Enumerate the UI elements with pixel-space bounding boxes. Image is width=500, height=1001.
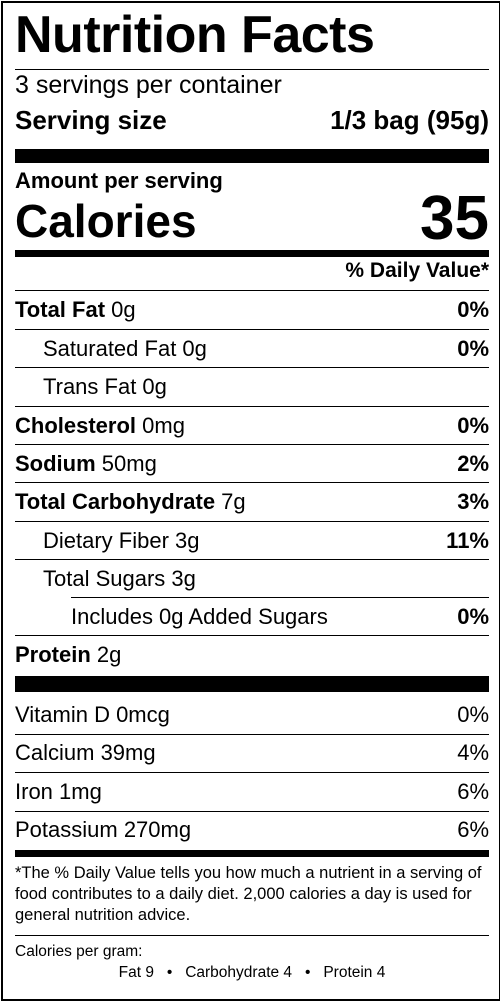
divider bbox=[15, 521, 489, 522]
vitamin-name: Potassium 270mg bbox=[15, 817, 192, 842]
vitamin-row-vitamin-d: Vitamin D 0mcg 0% bbox=[15, 696, 489, 734]
nutrient-amount: 0g bbox=[105, 297, 136, 322]
nutrient-dv: 2% bbox=[457, 451, 489, 476]
nutrient-row-dietary-fiber: Dietary Fiber 3g 11% bbox=[15, 522, 489, 560]
nutrient-dv: 0% bbox=[457, 336, 489, 361]
daily-value-header: % Daily Value* bbox=[345, 259, 489, 282]
nutrient-name: Trans Fat 0g bbox=[43, 374, 167, 399]
nutrient-row-total-sugars: Total Sugars 3g bbox=[15, 560, 489, 598]
nutrient-row-protein: Protein 2g bbox=[15, 636, 489, 674]
medium-divider bbox=[15, 250, 489, 257]
vitamin-name: Vitamin D 0mcg bbox=[15, 702, 170, 727]
nutrient-row-trans-fat: Trans Fat 0g bbox=[15, 368, 489, 406]
divider bbox=[15, 935, 489, 936]
vitamin-dv: 6% bbox=[457, 779, 489, 804]
calories-per-gram-detail: Fat 9 • Carbohydrate 4 • Protein 4 bbox=[118, 964, 386, 981]
divider bbox=[15, 69, 489, 70]
divider bbox=[15, 734, 489, 735]
nutrient-row-added-sugars: Includes 0g Added Sugars 0% bbox=[15, 598, 489, 636]
serving-size-row: Serving size 1/3 bag (95g) bbox=[15, 105, 489, 136]
divider bbox=[15, 444, 489, 445]
nutrient-dv: 0% bbox=[457, 297, 489, 322]
nutrient-dv: 11% bbox=[446, 528, 489, 553]
vitamin-dv: 6% bbox=[457, 817, 489, 842]
nutrient-row-total-fat: Total Fat 0g 0% bbox=[15, 291, 489, 329]
divider bbox=[15, 772, 489, 773]
nutrient-amount: 7g bbox=[215, 489, 246, 514]
divider bbox=[15, 811, 489, 812]
nutrient-amount: 2g bbox=[90, 642, 122, 667]
nutrient-amount: 0mg bbox=[136, 413, 185, 438]
nutrient-name: Includes 0g Added Sugars bbox=[71, 604, 328, 629]
vitamin-dv: 4% bbox=[457, 740, 489, 765]
nutrient-name: Protein bbox=[15, 642, 91, 667]
nutrient-row-saturated-fat: Saturated Fat 0g 0% bbox=[15, 330, 489, 368]
calories-value: 35 bbox=[420, 184, 489, 253]
nutrient-row-sodium: Sodium 50mg 2% bbox=[15, 445, 489, 483]
nutrient-name: Cholesterol bbox=[15, 413, 137, 438]
divider bbox=[71, 597, 489, 598]
nutrient-dv: 0% bbox=[457, 413, 489, 438]
vitamin-name: Calcium 39mg bbox=[15, 740, 156, 765]
nutrient-name: Total Carbohydrate bbox=[15, 489, 216, 514]
divider bbox=[15, 635, 489, 636]
vitamin-name: Iron 1mg bbox=[15, 779, 102, 804]
vitamin-row-iron: Iron 1mg 6% bbox=[15, 773, 489, 811]
divider bbox=[15, 367, 489, 368]
divider bbox=[15, 290, 489, 291]
label-title: Nutrition Facts bbox=[15, 6, 375, 64]
calories-per-gram-label: Calories per gram: bbox=[15, 943, 143, 960]
nutrient-dv: 3% bbox=[457, 489, 489, 514]
divider bbox=[15, 559, 489, 560]
vitamin-row-calcium: Calcium 39mg 4% bbox=[15, 734, 489, 772]
nutrient-name: Saturated Fat 0g bbox=[43, 336, 207, 361]
daily-value-footnote: *The % Daily Value tells you how much a … bbox=[15, 864, 482, 924]
medium-divider bbox=[15, 850, 489, 857]
nutrient-row-total-carbohydrate: Total Carbohydrate 7g 3% bbox=[15, 483, 489, 521]
divider bbox=[15, 482, 489, 483]
nutrient-row-cholesterol: Cholesterol 0mg 0% bbox=[15, 407, 489, 445]
vitamin-row-potassium: Potassium 270mg 6% bbox=[15, 811, 489, 849]
nutrient-amount: 50mg bbox=[95, 451, 157, 476]
calories-row: Calories 35 bbox=[15, 184, 489, 253]
nutrient-name: Total Fat bbox=[15, 297, 106, 322]
amount-per-serving: Amount per serving bbox=[15, 168, 223, 193]
thick-divider bbox=[15, 149, 489, 163]
nutrient-name: Dietary Fiber 3g bbox=[43, 528, 200, 553]
nutrient-dv: 0% bbox=[457, 604, 489, 629]
nutrient-name: Sodium bbox=[15, 451, 96, 476]
vitamin-dv: 0% bbox=[457, 702, 489, 727]
serving-size-value: 1/3 bag (95g) bbox=[330, 105, 489, 135]
serving-size-label: Serving size bbox=[15, 105, 167, 135]
nutrient-name: Total Sugars 3g bbox=[43, 566, 196, 591]
divider bbox=[15, 329, 489, 330]
thick-divider bbox=[15, 676, 489, 692]
calories-label: Calories bbox=[15, 195, 197, 247]
divider bbox=[15, 406, 489, 407]
servings-per-container: 3 servings per container bbox=[15, 71, 282, 99]
